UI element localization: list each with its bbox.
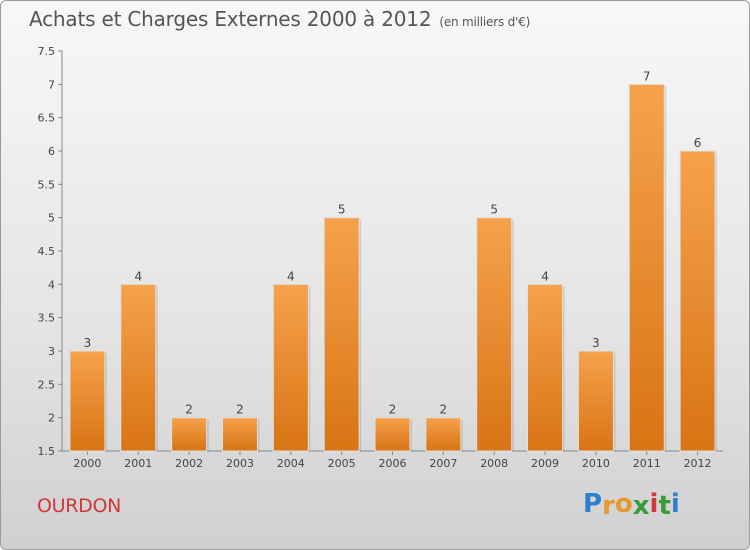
x-axis: 2000 2001 2002 2003 2004 2005 2006 2007 2008 2009… [62, 450, 723, 470]
bar [272, 283, 309, 452]
logo-letter: o [614, 489, 633, 519]
bar [120, 283, 157, 452]
y-tick-label: 7.5 [38, 45, 56, 58]
x-tick-label: 2009 [531, 457, 559, 470]
bar [476, 217, 513, 452]
y-tick-label: 6 [48, 145, 55, 158]
x-tick-label: 2011 [633, 457, 661, 470]
data-label: 6 [694, 136, 702, 150]
chart-subtitle: (en milliers d'€) [439, 15, 531, 29]
bar [425, 417, 462, 452]
data-label: 5 [338, 203, 346, 217]
chart-title-text: Achats et Charges Externes 2000 à 2012 [29, 7, 432, 31]
place-name: OURDON [37, 495, 122, 517]
x-tick-label: 2008 [480, 457, 508, 470]
logo-letter: i [670, 489, 680, 519]
data-label: 4 [287, 269, 295, 283]
x-tick-label: 2000 [73, 457, 101, 470]
bar [221, 417, 258, 452]
data-label: 2 [185, 403, 193, 417]
y-tick-label: 1.5 [38, 445, 56, 458]
data-label: 2 [389, 403, 397, 417]
y-tick-label: 5.5 [38, 178, 56, 191]
bar [171, 417, 208, 452]
data-labels: 3 4 2 2 4 5 2 2 5 4 3 7 6 [84, 69, 702, 416]
bar [374, 417, 411, 452]
y-tick-label: 4 [48, 278, 55, 291]
bar [323, 217, 360, 452]
y-tick-label: 2 [48, 412, 55, 425]
x-tick-label: 2012 [684, 457, 712, 470]
bar [628, 83, 665, 452]
bar [527, 283, 564, 452]
logo-letter: r [602, 491, 615, 521]
y-tick-label: 6.5 [38, 112, 56, 125]
x-tick-label: 2006 [379, 457, 407, 470]
bar [679, 150, 716, 452]
data-label: 7 [643, 69, 651, 83]
data-label: 3 [84, 336, 92, 350]
x-tick-label: 2004 [277, 457, 305, 470]
y-tick-label: 3 [48, 345, 55, 358]
y-tick-label: 4.5 [38, 245, 56, 258]
x-tick-label: 2007 [429, 457, 457, 470]
proxiti-logo: Proxiti [583, 489, 680, 521]
data-label: 2 [236, 403, 244, 417]
x-tick-label: 2001 [124, 457, 152, 470]
x-tick-label: 2010 [582, 457, 610, 470]
y-axis: 1.5 2 2.5 3 3.5 4 4.5 5 5.5 6 6.5 7 7.5 [38, 45, 63, 458]
x-tick-label: 2003 [226, 457, 254, 470]
y-tick-label: 7 [48, 78, 55, 91]
bar [69, 350, 106, 452]
logo-letter: i [649, 489, 659, 519]
logo-letter: x [632, 491, 650, 521]
x-tick-label: 2005 [328, 457, 356, 470]
chart-title: Achats et Charges Externes 2000 à 2012 (e… [29, 7, 530, 31]
data-label: 3 [592, 336, 600, 350]
data-label: 4 [134, 269, 142, 283]
bar [577, 350, 614, 452]
data-label: 2 [440, 403, 448, 417]
y-tick-label: 2.5 [38, 378, 56, 391]
bars [69, 83, 718, 452]
y-tick-label: 5 [48, 212, 55, 225]
y-tick-label: 3.5 [38, 312, 56, 325]
x-tick-label: 2002 [175, 457, 203, 470]
logo-letter: t [658, 491, 671, 521]
logo-letter: P [583, 489, 603, 519]
data-label: 5 [490, 203, 498, 217]
data-label: 4 [541, 269, 549, 283]
